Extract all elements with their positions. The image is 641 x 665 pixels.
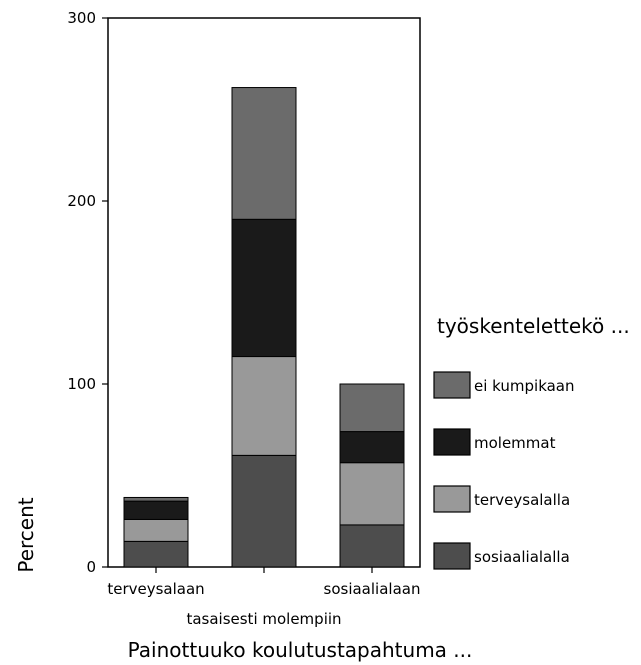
bar-segment-molemmat xyxy=(339,431,405,464)
x-axis-label: Painottuuko koulutustapahtuma ... xyxy=(128,638,473,662)
bar-segment-sosiaalialalla xyxy=(339,524,405,568)
bar-segment-sosiaalialalla xyxy=(231,454,297,568)
legend-label: molemmat xyxy=(474,434,556,452)
x-axis-ticks: terveysalaan tasaisesti molempiin sosiaali… xyxy=(107,567,420,628)
legend-label: ei kumpikaan xyxy=(474,377,575,395)
x-tick-label: tasaisesti molempiin xyxy=(186,610,341,628)
y-axis-label: Percent xyxy=(14,497,38,572)
bar-segment-molemmat xyxy=(231,218,297,358)
legend-swatch xyxy=(433,371,471,399)
bar-segment-ei-kumpikaan xyxy=(231,87,297,220)
x-tick-label: terveysalaan xyxy=(107,580,204,598)
legend-label: sosiaalialalla xyxy=(474,548,570,566)
legend-label: terveysalalla xyxy=(474,491,570,509)
bar-segment-terveysalalla xyxy=(339,462,405,526)
y-tick-label: 200 xyxy=(67,192,96,210)
legend: työskentelettekö ... ei kumpikaan molemma… xyxy=(433,314,630,570)
bar-segment-ei-kumpikaan xyxy=(339,383,405,433)
y-tick-label: 100 xyxy=(67,375,96,393)
bars xyxy=(123,87,405,568)
y-axis: 0 100 200 300 xyxy=(67,9,108,576)
x-tick-label: sosiaalialaan xyxy=(324,580,421,598)
y-tick-label: 300 xyxy=(67,9,96,27)
legend-title: työskentelettekö ... xyxy=(437,314,630,338)
bar-segment-terveysalalla xyxy=(123,518,189,542)
y-tick-label: 0 xyxy=(86,558,96,576)
bar-segment-terveysalalla xyxy=(231,356,297,456)
bar-segment-molemmat xyxy=(123,500,189,520)
bar-segment-ei-kumpikaan xyxy=(123,496,189,502)
legend-swatch xyxy=(433,485,471,513)
bar-segment-sosiaalialalla xyxy=(123,540,189,568)
legend-swatch xyxy=(433,428,471,456)
legend-swatch xyxy=(433,542,471,570)
